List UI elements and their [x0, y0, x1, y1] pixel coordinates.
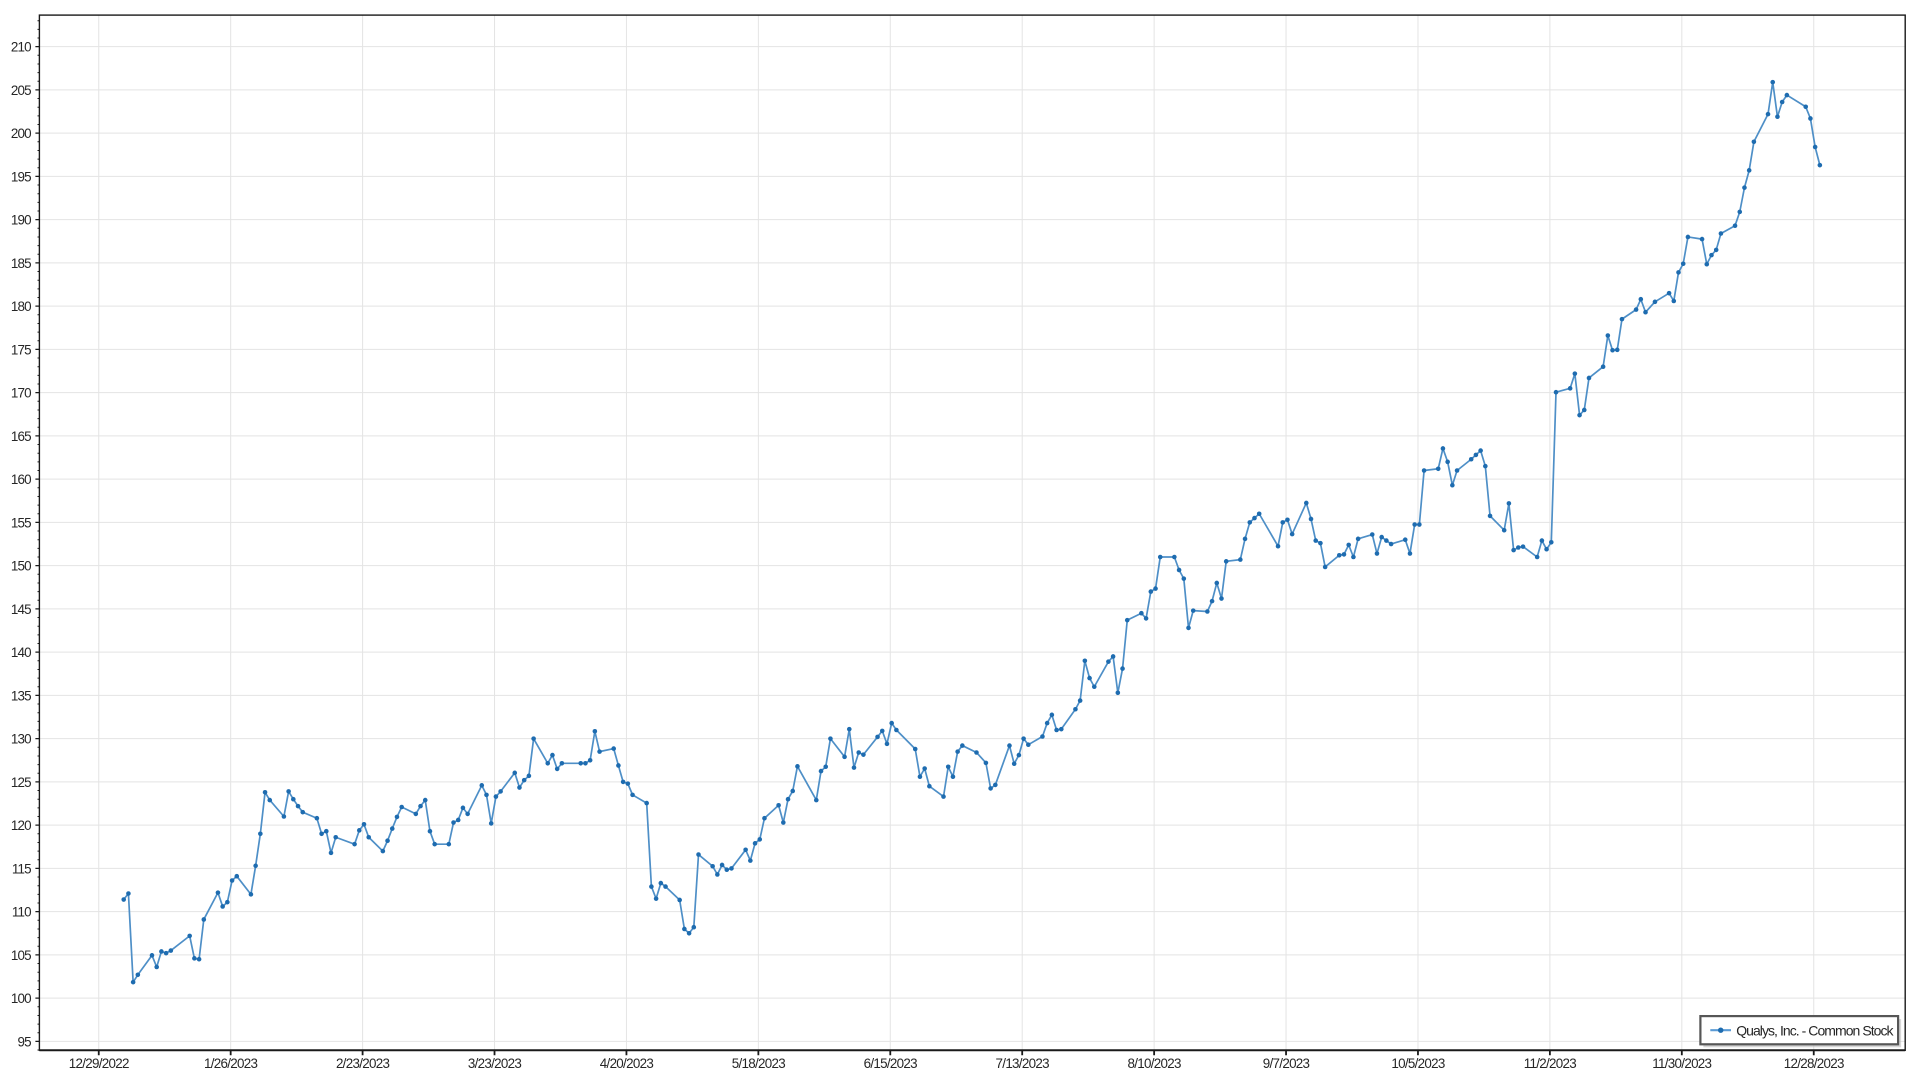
svg-text:170: 170: [11, 386, 31, 401]
svg-text:110: 110: [12, 905, 31, 920]
svg-text:105: 105: [11, 948, 31, 963]
svg-text:165: 165: [11, 429, 31, 444]
svg-text:195: 195: [11, 169, 31, 184]
svg-text:95: 95: [18, 1034, 32, 1049]
svg-text:4/20/2023: 4/20/2023: [600, 1056, 654, 1071]
svg-text:11/2/2023: 11/2/2023: [1524, 1056, 1577, 1071]
svg-text:200: 200: [11, 126, 31, 141]
svg-text:135: 135: [11, 688, 31, 703]
svg-text:3/23/2023: 3/23/2023: [468, 1056, 522, 1071]
svg-text:125: 125: [11, 775, 31, 790]
svg-text:130: 130: [11, 732, 31, 747]
svg-text:145: 145: [11, 602, 31, 617]
svg-text:7/13/2023: 7/13/2023: [996, 1056, 1050, 1071]
svg-text:180: 180: [11, 299, 31, 314]
svg-text:5/18/2023: 5/18/2023: [732, 1056, 786, 1071]
svg-text:120: 120: [11, 818, 31, 833]
svg-text:100: 100: [11, 991, 31, 1006]
svg-text:12/28/2023: 12/28/2023: [1784, 1056, 1844, 1071]
svg-text:8/10/2023: 8/10/2023: [1127, 1056, 1181, 1071]
svg-text:Qualys, Inc. - Common Stock: Qualys, Inc. - Common Stock: [1736, 1023, 1894, 1039]
svg-text:10/5/2023: 10/5/2023: [1391, 1056, 1445, 1071]
svg-text:175: 175: [11, 342, 31, 357]
svg-text:190: 190: [11, 213, 31, 228]
svg-text:150: 150: [11, 559, 31, 574]
svg-text:185: 185: [11, 256, 31, 271]
svg-text:2/23/2023: 2/23/2023: [336, 1056, 390, 1071]
svg-text:210: 210: [11, 40, 31, 55]
svg-text:160: 160: [11, 472, 31, 487]
svg-text:140: 140: [11, 645, 31, 660]
svg-text:155: 155: [11, 515, 31, 530]
svg-text:11/30/2023: 11/30/2023: [1652, 1056, 1711, 1071]
svg-text:115: 115: [12, 861, 31, 876]
svg-text:205: 205: [11, 83, 31, 98]
svg-text:1/26/2023: 1/26/2023: [204, 1056, 258, 1071]
svg-text:12/29/2022: 12/29/2022: [69, 1056, 129, 1071]
svg-text:9/7/2023: 9/7/2023: [1263, 1056, 1310, 1071]
svg-text:6/15/2023: 6/15/2023: [864, 1056, 918, 1071]
